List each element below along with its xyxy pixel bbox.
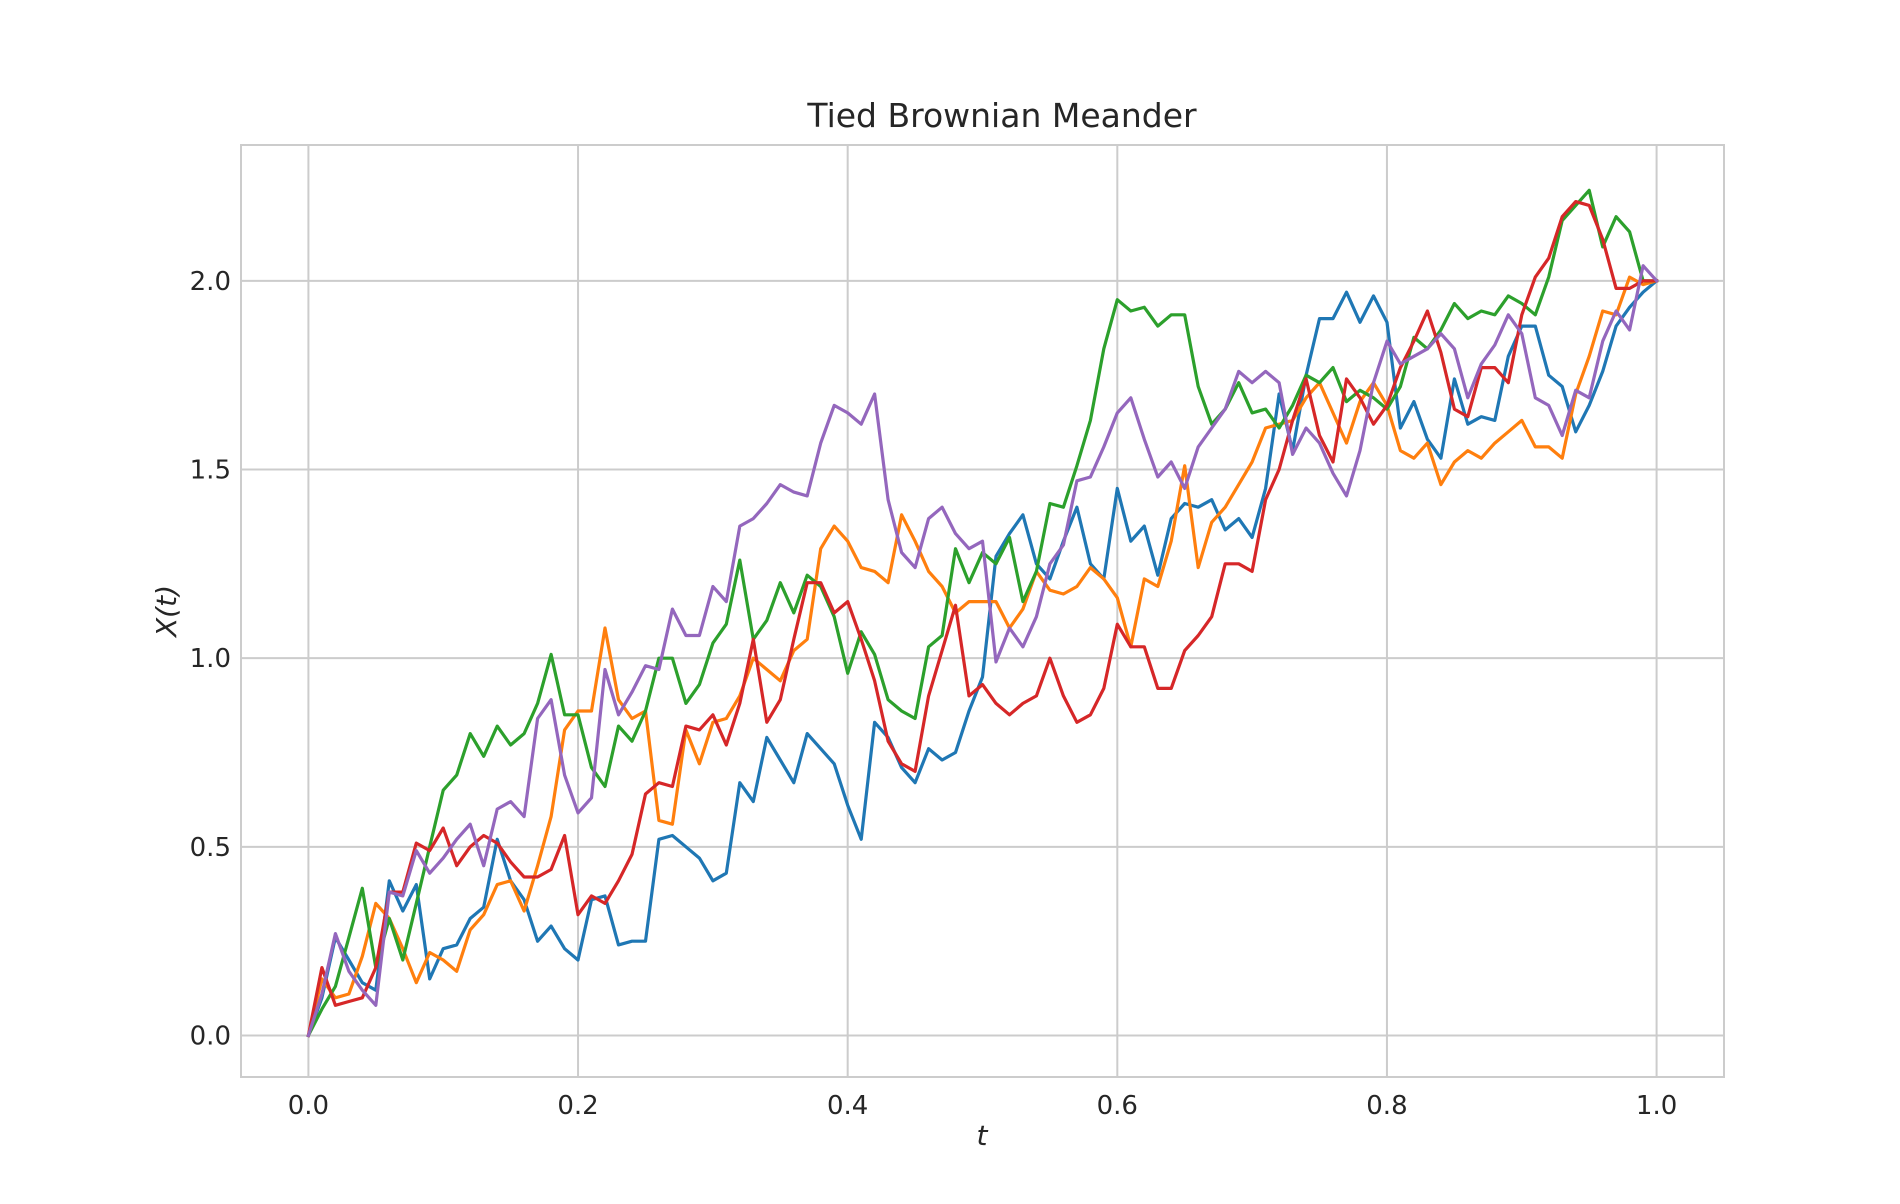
x-tick-label: 1.0 xyxy=(1636,1091,1677,1121)
series-line-4 xyxy=(306,200,1659,1038)
series-line-5 xyxy=(306,264,1659,1038)
y-axis-label: X(t) xyxy=(150,585,183,639)
x-tick-labels: 0.0 0.2 0.4 0.6 0.8 1.0 xyxy=(288,1091,1678,1121)
x-tick-label: 0.8 xyxy=(1366,1091,1407,1121)
x-axis-label: t xyxy=(977,1119,989,1152)
x-tick-label: 0.2 xyxy=(557,1091,598,1121)
y-tick-label: 1.5 xyxy=(190,456,231,486)
x-tick-label: 0.4 xyxy=(827,1091,868,1121)
plot-area-frame xyxy=(240,144,1725,1078)
x-tick-label: 0.6 xyxy=(1097,1091,1138,1121)
plot-area-background xyxy=(241,145,1724,1077)
series-line-2 xyxy=(306,275,1659,1038)
y-tick-label: 2.0 xyxy=(190,267,231,297)
y-tick-label: 1.0 xyxy=(190,644,231,674)
series-lines xyxy=(306,188,1659,1038)
x-tick-label: 0.0 xyxy=(288,1091,329,1121)
series-line-1 xyxy=(306,278,1659,1038)
y-tick-label: 0.5 xyxy=(190,833,231,863)
y-tick-labels: 0.0 0.5 1.0 1.5 2.0 xyxy=(190,267,231,1052)
chart-title: Tied Brownian Meander xyxy=(806,96,1197,135)
y-tick-label: 0.0 xyxy=(190,1021,231,1051)
